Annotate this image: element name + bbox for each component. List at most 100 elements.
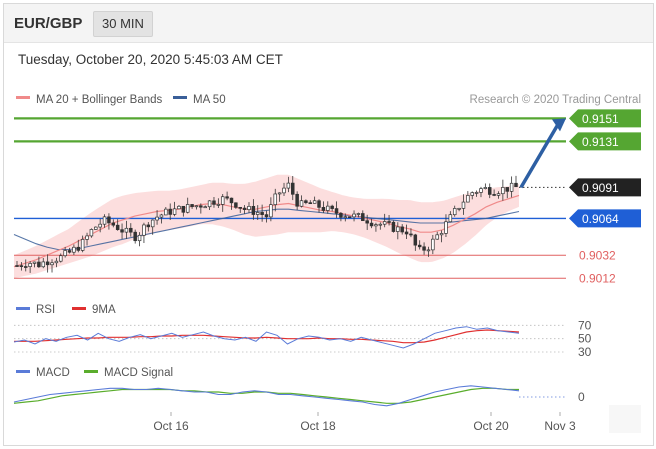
candle-body: [431, 238, 435, 251]
macd-line: [13, 385, 520, 407]
rsi-ma-line: [14, 329, 520, 344]
candle-body: [181, 205, 186, 213]
candle-body: [273, 193, 278, 205]
x-tick-label: Oct 18: [300, 419, 336, 433]
candle-body: [312, 200, 317, 204]
symbol-label: EUR/GBP: [14, 15, 83, 32]
candle-body: [470, 192, 474, 196]
candle-body: [409, 233, 413, 236]
pivot-value: 0.9064: [582, 212, 619, 226]
bollinger-band: [14, 174, 519, 279]
candle-body: [382, 221, 387, 225]
candle-body: [413, 234, 418, 246]
candle-body: [142, 224, 146, 236]
header-bar: EUR/GBP 30 MIN: [4, 4, 653, 43]
candle-body: [356, 213, 361, 215]
candle-body: [496, 193, 501, 196]
candle-body: [492, 194, 496, 196]
resistance-tag: [569, 109, 641, 128]
candle-body: [282, 187, 286, 194]
candle-body: [334, 208, 339, 214]
pivot-tag: [569, 209, 641, 228]
candle-body: [501, 187, 505, 195]
candle-body: [391, 221, 396, 232]
candle-body: [514, 182, 518, 188]
candle-body: [452, 208, 457, 216]
zoom-control-icon[interactable]: [609, 405, 641, 433]
candle-body: [98, 223, 102, 228]
candle-body: [19, 265, 24, 267]
candle-body: [50, 262, 54, 266]
forecast-arrow-head: [552, 118, 566, 132]
x-tick-label: Oct 16: [153, 419, 189, 433]
candle-body: [212, 200, 216, 205]
candle-body: [505, 187, 509, 192]
candle-body: [260, 212, 264, 215]
candle-body: [251, 206, 256, 215]
candle-body: [177, 205, 181, 210]
candle-body: [133, 231, 137, 242]
candle-body: [216, 204, 221, 206]
candle-body: [247, 206, 251, 210]
rsi-tick-label: 30: [578, 345, 592, 359]
candle-body: [150, 219, 155, 228]
candle-body: [15, 265, 19, 267]
candle-body: [155, 216, 159, 221]
candle-body: [417, 244, 422, 248]
x-tick-label: Nov 3: [544, 419, 576, 433]
candle-body: [387, 221, 391, 223]
candle-body: [474, 192, 479, 194]
rsi-legend-swatch: [16, 307, 30, 310]
candle-body: [102, 216, 107, 225]
candle-body: [238, 206, 242, 209]
resistance-tag: [569, 132, 641, 151]
candle-body: [229, 197, 234, 204]
support-value: 0.9032: [579, 249, 616, 263]
candle-body: [448, 214, 453, 223]
ma20-legend-swatch: [16, 96, 30, 99]
candle-body: [269, 204, 273, 218]
candle-body: [339, 212, 343, 218]
candle-body: [185, 204, 190, 213]
ma20-line: [13, 194, 520, 268]
price-panel: 0.9151 0.9131 0.9091 0.9064 0.9032 0.9012: [13, 109, 641, 286]
candle-body: [321, 207, 326, 211]
timeframe-button[interactable]: 30 MIN: [93, 11, 153, 37]
current-price-tag: [569, 178, 641, 197]
candle-body: [72, 246, 76, 253]
forecast-arrow-shaft: [519, 123, 560, 189]
rsi-tick-label: 50: [578, 332, 592, 346]
candle-body: [207, 200, 212, 208]
candle-body: [396, 226, 400, 232]
candle-body: [67, 250, 72, 253]
macd-panel: 0: [13, 385, 585, 407]
candle-body: [234, 202, 238, 208]
candle-body: [426, 249, 431, 252]
ma20-legend-label: MA 20 + Bollinger Bands: [36, 94, 163, 106]
candle-body: [63, 250, 67, 257]
candle-body: [255, 212, 260, 215]
candle-body: [225, 196, 229, 199]
candle-body: [199, 205, 203, 208]
candle-body: [164, 208, 168, 216]
rsi-legend-label: RSI: [36, 304, 55, 316]
credit-label: Research © 2020 Trading Central: [470, 94, 641, 106]
candle-body: [509, 182, 514, 192]
candle-body: [479, 188, 483, 193]
candle-body: [466, 195, 470, 203]
candle-body: [277, 192, 282, 195]
candle-body: [137, 234, 142, 242]
macd-tick-label: 0: [578, 390, 585, 404]
candle-body: [129, 227, 133, 233]
candle-body: [172, 208, 177, 215]
candle-body: [32, 261, 37, 264]
candle-body: [190, 204, 194, 207]
candle-body: [483, 187, 488, 189]
candle-body: [94, 226, 98, 230]
candle-body: [89, 229, 94, 237]
candle-body: [435, 234, 439, 240]
candle-body: [330, 205, 334, 209]
candle-body: [326, 205, 330, 211]
